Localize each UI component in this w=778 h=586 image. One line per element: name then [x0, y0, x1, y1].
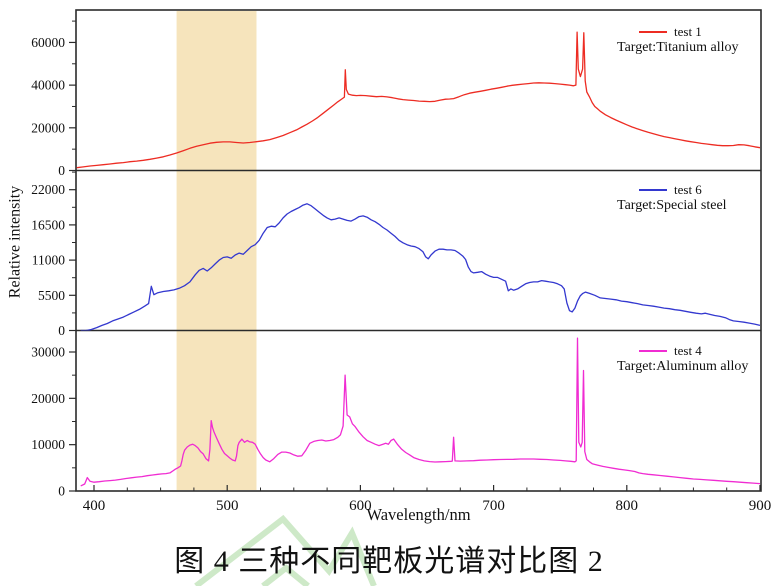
- y-tick-label: 30000: [31, 344, 65, 359]
- watermark-chevron: [194, 514, 377, 586]
- x-tick-label: 800: [616, 498, 639, 514]
- legend-line-swatch-magenta: [639, 350, 667, 352]
- legend-target-label: Target:Titanium alloy: [617, 40, 739, 55]
- watermark-chevron-small: [261, 564, 310, 586]
- y-tick-label: 11000: [32, 253, 65, 268]
- y-tick-label: 22000: [31, 182, 65, 197]
- spectrum-line-test-1: [76, 31, 761, 169]
- y-tick-label: 5500: [38, 288, 65, 303]
- y-tick-label: 16500: [31, 217, 65, 232]
- y-tick-label: 40000: [31, 78, 65, 93]
- spectrum-line-test-4: [80, 337, 761, 487]
- x-tick-label: 700: [482, 498, 505, 514]
- y-tick-label: 20000: [31, 120, 65, 135]
- y-tick-label: 60000: [31, 35, 65, 50]
- legend-target-label: Target:Special steel: [617, 198, 727, 213]
- highlight-band: [176, 11, 257, 490]
- legend-test-6: test 6 Target:Special steel: [617, 183, 777, 214]
- plot-border: [75, 9, 762, 492]
- x-tick-label: 400: [83, 498, 106, 514]
- y-tick-label: 10000: [31, 437, 65, 452]
- legend-label: test 6: [674, 182, 702, 197]
- y-tick-label: 20000: [31, 391, 65, 406]
- x-axis-label: Wavelength/nm: [366, 505, 471, 524]
- legend-line-swatch-blue: [639, 189, 667, 191]
- legend-line-swatch-red: [639, 31, 667, 33]
- legend-target-label: Target:Aluminum alloy: [617, 359, 749, 374]
- legend-test-1: test 1 Target:Titanium alloy: [617, 25, 777, 56]
- spectrum-line-test-6: [80, 203, 761, 331]
- y-tick-label: 0: [58, 163, 65, 178]
- legend-test-4: test 4 Target:Aluminum alloy: [617, 344, 777, 375]
- x-tick-label: 600: [349, 498, 372, 514]
- x-tick-label: 900: [749, 498, 772, 514]
- figure-caption: 图 4 三种不同靶板光谱对比图 2: [174, 545, 604, 578]
- y-tick-label: 0: [58, 484, 65, 499]
- legend-label: test 4: [674, 343, 702, 358]
- x-tick-label: 500: [216, 498, 239, 514]
- y-tick-label: 0: [58, 323, 65, 338]
- y-axis-label: Relative intensity: [6, 185, 24, 299]
- legend-label: test 1: [674, 24, 702, 39]
